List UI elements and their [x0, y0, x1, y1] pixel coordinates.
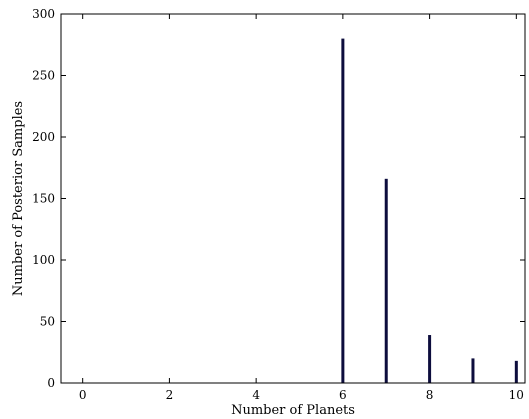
y-tick-label: 200	[32, 130, 55, 144]
x-tick-label: 2	[166, 388, 174, 402]
y-tick-label: 0	[47, 376, 55, 390]
bar-10	[514, 360, 518, 383]
y-axis-label: Number of Posterior Samples	[11, 101, 26, 296]
bar-7	[384, 178, 388, 383]
y-tick-label: 250	[32, 69, 55, 83]
bars	[341, 38, 518, 383]
x-tick-label: 8	[426, 388, 434, 402]
bar-8	[428, 335, 432, 383]
bar-9	[471, 358, 475, 383]
y-tick-label: 300	[32, 7, 55, 21]
x-tick-label: 6	[339, 388, 347, 402]
y-tick-label: 150	[32, 192, 55, 206]
x-tick-label: 4	[252, 388, 260, 402]
plot-frame	[60, 13, 526, 384]
x-tick-label: 10	[509, 388, 524, 402]
x-tick-label: 0	[79, 388, 87, 402]
tick-marks	[61, 13, 525, 384]
y-tick-label: 100	[32, 253, 55, 267]
x-axis-label: Number of Planets	[231, 403, 355, 418]
bar-6	[341, 38, 345, 383]
y-tick-label: 50	[40, 315, 55, 329]
